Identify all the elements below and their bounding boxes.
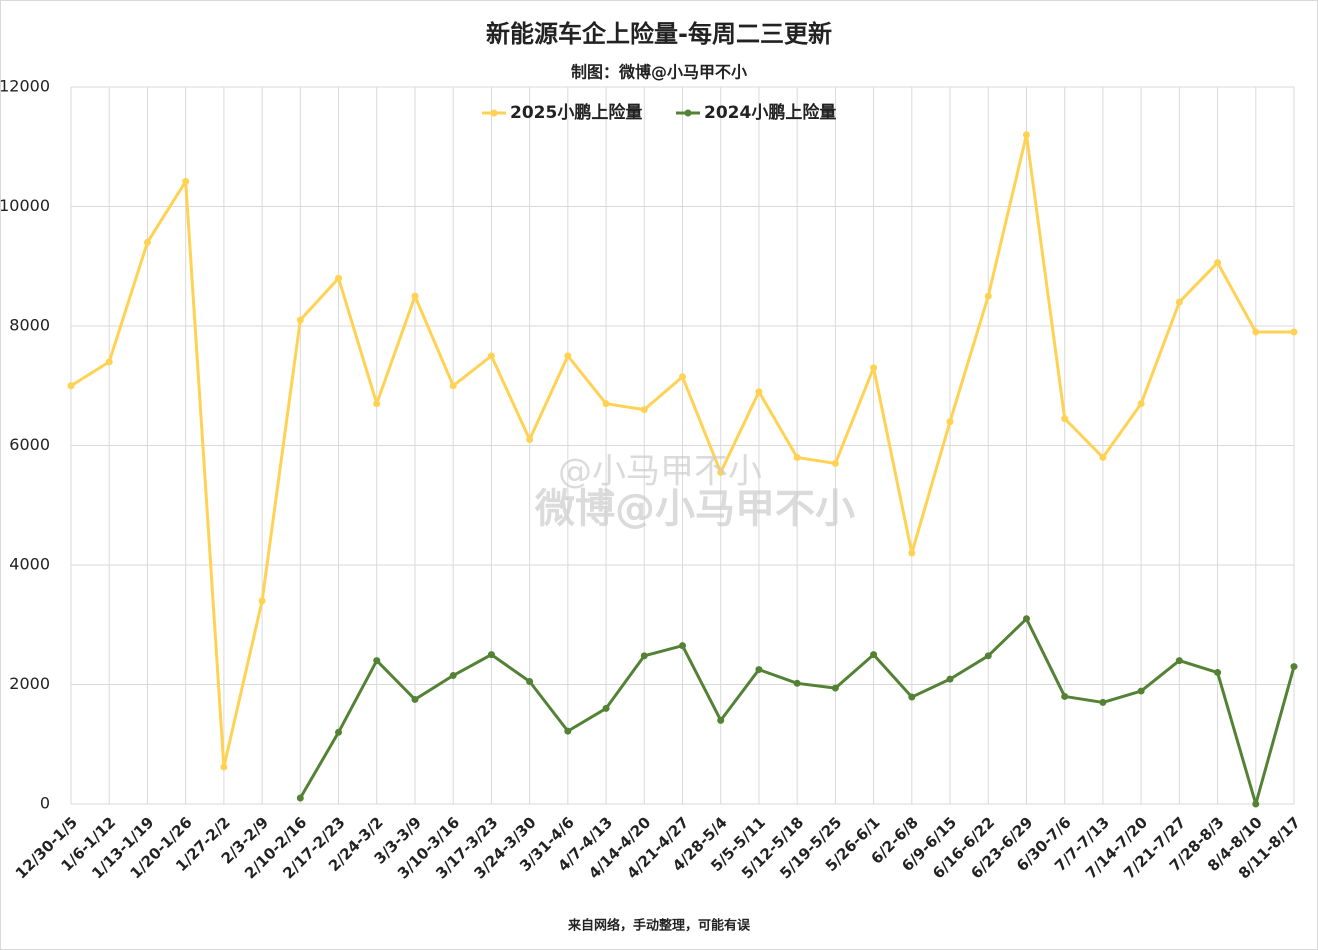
data-point bbox=[755, 666, 763, 674]
data-point bbox=[564, 352, 572, 360]
data-point bbox=[717, 468, 725, 476]
data-point bbox=[335, 274, 343, 282]
data-point bbox=[1214, 259, 1222, 267]
data-point bbox=[831, 684, 839, 692]
data-point bbox=[1290, 663, 1298, 671]
data-point bbox=[602, 704, 610, 712]
legend-marker bbox=[490, 109, 498, 117]
data-point bbox=[870, 651, 878, 659]
data-point bbox=[105, 358, 113, 366]
y-tick-label: 8000 bbox=[9, 316, 50, 335]
y-tick-label: 2000 bbox=[9, 674, 50, 693]
data-point bbox=[487, 651, 495, 659]
data-point bbox=[1252, 800, 1260, 808]
y-tick-label: 4000 bbox=[9, 555, 50, 574]
data-point bbox=[449, 672, 457, 680]
data-point bbox=[1099, 453, 1107, 461]
data-point bbox=[908, 693, 916, 701]
data-point bbox=[793, 453, 801, 461]
data-point bbox=[1252, 328, 1260, 336]
watermark: @小马甲不小 bbox=[558, 452, 762, 492]
data-point bbox=[1137, 687, 1145, 695]
data-point bbox=[373, 400, 381, 408]
chart-title: 新能源车企上险量-每周二三更新 bbox=[486, 20, 832, 48]
data-point bbox=[1214, 669, 1222, 677]
data-point bbox=[679, 373, 686, 381]
data-point bbox=[1099, 698, 1107, 706]
data-point bbox=[1022, 131, 1030, 139]
data-point bbox=[487, 352, 495, 360]
data-point bbox=[1175, 298, 1183, 306]
data-point bbox=[831, 459, 839, 467]
data-point bbox=[296, 316, 304, 324]
data-point bbox=[564, 727, 572, 735]
chart-subtitle: 制图：微博@小马甲不小 bbox=[571, 63, 747, 82]
y-tick-label: 0 bbox=[40, 794, 50, 813]
data-point bbox=[946, 675, 954, 683]
data-point bbox=[449, 382, 457, 390]
data-point bbox=[143, 238, 151, 246]
data-point bbox=[908, 549, 916, 557]
legend-label: 2025小鹏上险量 bbox=[510, 102, 642, 123]
data-point bbox=[258, 597, 266, 605]
data-point bbox=[411, 695, 419, 703]
y-tick-label: 6000 bbox=[9, 435, 50, 454]
data-point bbox=[182, 177, 190, 185]
data-point bbox=[411, 292, 419, 300]
y-tick-label: 10000 bbox=[0, 196, 50, 215]
data-point bbox=[755, 388, 763, 396]
data-point bbox=[1137, 400, 1145, 408]
y-tick-label: 12000 bbox=[0, 77, 50, 96]
data-point bbox=[526, 436, 534, 444]
legend-marker bbox=[684, 109, 692, 117]
legend-label: 2024小鹏上险量 bbox=[704, 102, 836, 123]
data-point bbox=[220, 763, 228, 771]
data-point bbox=[870, 364, 878, 372]
data-point bbox=[640, 652, 648, 660]
data-point bbox=[335, 728, 343, 736]
data-point bbox=[67, 382, 75, 390]
data-point bbox=[602, 400, 610, 408]
data-point bbox=[1061, 692, 1069, 700]
data-point bbox=[984, 292, 992, 300]
data-point bbox=[946, 418, 954, 426]
data-point bbox=[984, 652, 992, 660]
data-point bbox=[793, 679, 801, 687]
footer-note: 来自网络，手动整理，可能有误 bbox=[567, 918, 751, 934]
data-point bbox=[296, 794, 304, 802]
data-point bbox=[373, 657, 381, 665]
watermark: 微博@小马甲不小 bbox=[534, 486, 855, 532]
data-point bbox=[717, 716, 725, 724]
data-point bbox=[1022, 615, 1030, 623]
data-point bbox=[640, 406, 648, 414]
data-point bbox=[526, 678, 534, 686]
data-point bbox=[1175, 657, 1183, 665]
data-point bbox=[679, 642, 686, 650]
data-point bbox=[1061, 415, 1069, 423]
data-point bbox=[1290, 328, 1298, 336]
